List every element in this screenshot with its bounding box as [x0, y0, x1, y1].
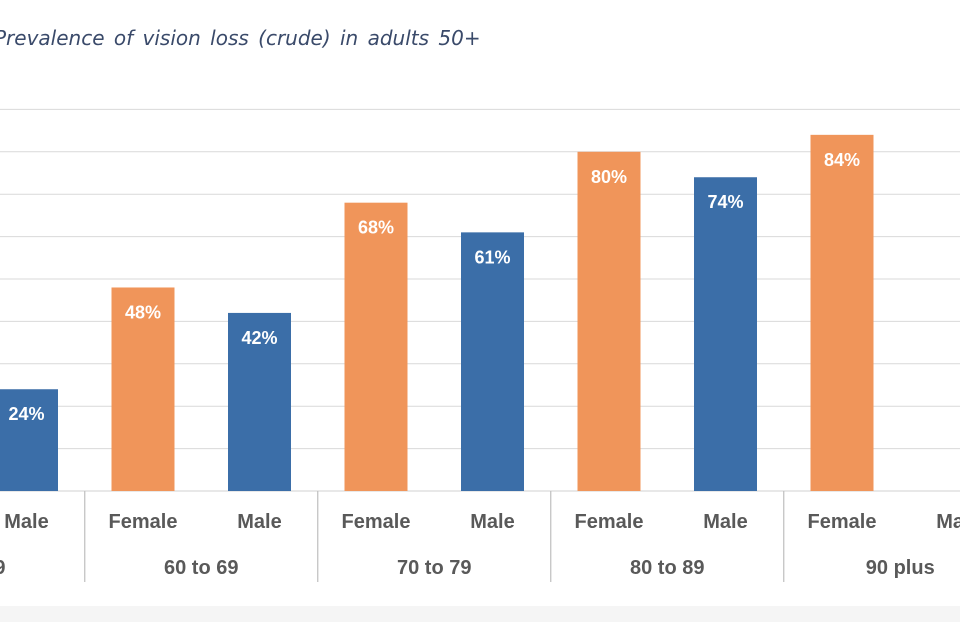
bar-male [694, 177, 757, 492]
bar-female [577, 151, 641, 492]
category-label: Female [109, 511, 178, 533]
category-label: Male [703, 511, 747, 533]
data-label: 68% [358, 218, 394, 238]
footer-band [0, 606, 960, 622]
data-label: 84% [824, 150, 860, 170]
data-label: 80% [591, 167, 627, 187]
category-label: Male [237, 511, 281, 533]
category-label: Male [936, 511, 960, 533]
category-label: Female [575, 511, 644, 533]
category-label: Male [4, 511, 48, 533]
group-label: 80 to 89 [630, 557, 704, 579]
bar-male [228, 312, 291, 491]
data-label: 74% [707, 192, 743, 212]
data-label: 48% [125, 302, 161, 322]
group-label: 50 to 59 [0, 557, 5, 579]
data-label: 42% [241, 328, 277, 348]
group-label: 70 to 79 [397, 557, 471, 579]
bar-female [810, 134, 874, 491]
bar-male [0, 389, 58, 491]
bar-female [111, 287, 175, 491]
group-label: 90 plus [866, 557, 935, 579]
bar-male [461, 232, 524, 492]
bar-female [344, 202, 408, 491]
category-label: Male [470, 511, 514, 533]
category-label: Female [808, 511, 877, 533]
data-label: 24% [8, 404, 44, 424]
chart-title: Prevalence of vision loss (crude) in adu… [0, 26, 481, 50]
data-label: 61% [474, 247, 510, 267]
category-label: Female [342, 511, 411, 533]
group-label: 60 to 69 [164, 557, 238, 579]
